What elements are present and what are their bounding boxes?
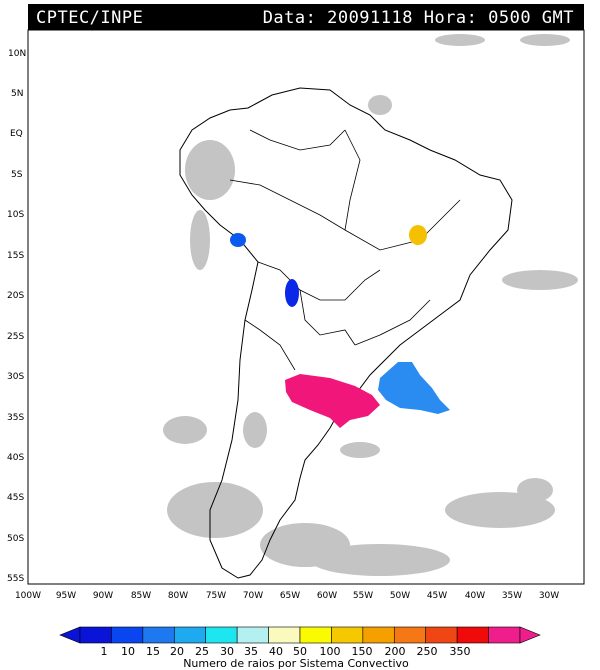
lat-label: 55S [7,574,24,584]
lat-label: 5S [11,170,23,180]
legend-label: 200 [385,645,406,658]
legend-color-cell [142,626,175,644]
map-frame [27,29,585,585]
legend-color-cell [456,626,489,644]
lon-label: 35W [502,591,522,601]
legend-label: 25 [195,645,209,658]
legend-color-cell [79,626,112,644]
legend-label: 350 [450,645,471,658]
legend-arrow-left [59,626,81,644]
legend-color-cell [488,626,521,644]
lon-label: 30W [539,591,559,601]
legend-label: 35 [244,645,258,658]
lon-label: 45W [427,591,447,601]
convective-system-brazil-central [409,225,427,245]
legend-color-cell [393,626,427,644]
lon-label: 75W [206,591,226,601]
lon-label: 80W [168,591,188,601]
legend-label: 10 [121,645,135,658]
legend-color-cell [362,626,395,644]
lat-label: 25S [7,332,24,342]
lat-label: 15S [7,251,24,261]
convective-systems [230,225,450,428]
lon-label: 70W [243,591,263,601]
lon-label: 95W [56,591,76,601]
legend-color-cell [205,626,238,644]
convective-system-argentina [285,374,380,428]
legend-label: 1 [101,645,108,658]
legend-color-cell [425,626,458,644]
satellite-cloud-cover [163,34,578,576]
legend-label: 100 [320,645,341,658]
lat-label: 10N [8,49,26,59]
title-bar: CPTEC/INPE Data: 20091118 Hora: 0500 GMT [28,4,584,30]
legend-label: 150 [352,645,373,658]
lon-label: 50W [390,591,410,601]
legend-color-cell [173,626,207,644]
lon-label: 100W [15,591,41,601]
convective-system-peru [230,233,246,247]
lat-label: 45S [7,493,24,503]
legend-arrow-right [519,626,541,644]
date-time-label: Data: 20091118 Hora: 0500 GMT [262,8,574,28]
lat-label: 10S [7,210,24,220]
legend-label: 15 [146,645,160,658]
convective-system-bolivia [285,279,299,307]
color-legend: 1 10 15 20 25 30 35 40 50 100 150 200 25… [59,626,541,670]
lon-label: 65W [280,591,300,601]
legend-color-cell [111,626,144,644]
lon-label: 40W [465,591,485,601]
legend-color-cell [299,626,332,644]
lon-label: 60W [317,591,337,601]
source-label: CPTEC/INPE [36,8,144,28]
lat-label: 35S [7,413,24,423]
lat-label: EQ [10,129,23,139]
lon-label: 85W [131,591,151,601]
legend-label: 40 [269,645,283,658]
legend-caption: Numero de raios por Sistema Convectivo [183,657,409,670]
lat-label: 30S [7,372,24,382]
legend-label: 30 [220,645,234,658]
legend-label: 250 [417,645,438,658]
lon-label: 90W [93,591,113,601]
legend-color-cell [331,626,364,644]
legend-color-cell [236,626,269,644]
convective-system-uruguay [378,362,450,414]
lat-label: 50S [7,534,24,544]
longitude-labels: 100W 95W 90W 85W 80W 75W 70W 65W 60W 55W… [15,591,559,601]
lat-label: 20S [7,291,24,301]
legend-label: 50 [293,645,307,658]
latitude-labels: 10N 5N EQ 5S 10S 15S 20S 25S 30S 35S 40S… [7,49,26,584]
country-borders [229,129,461,371]
legend-color-cell [268,626,301,644]
legend-labels: 1 10 15 20 25 30 35 40 50 100 150 200 25… [101,645,471,658]
lat-label: 40S [7,453,24,463]
lat-label: 5N [11,89,23,99]
legend-cells [79,626,521,644]
legend-label: 20 [170,645,184,658]
lon-label: 55W [353,591,373,601]
